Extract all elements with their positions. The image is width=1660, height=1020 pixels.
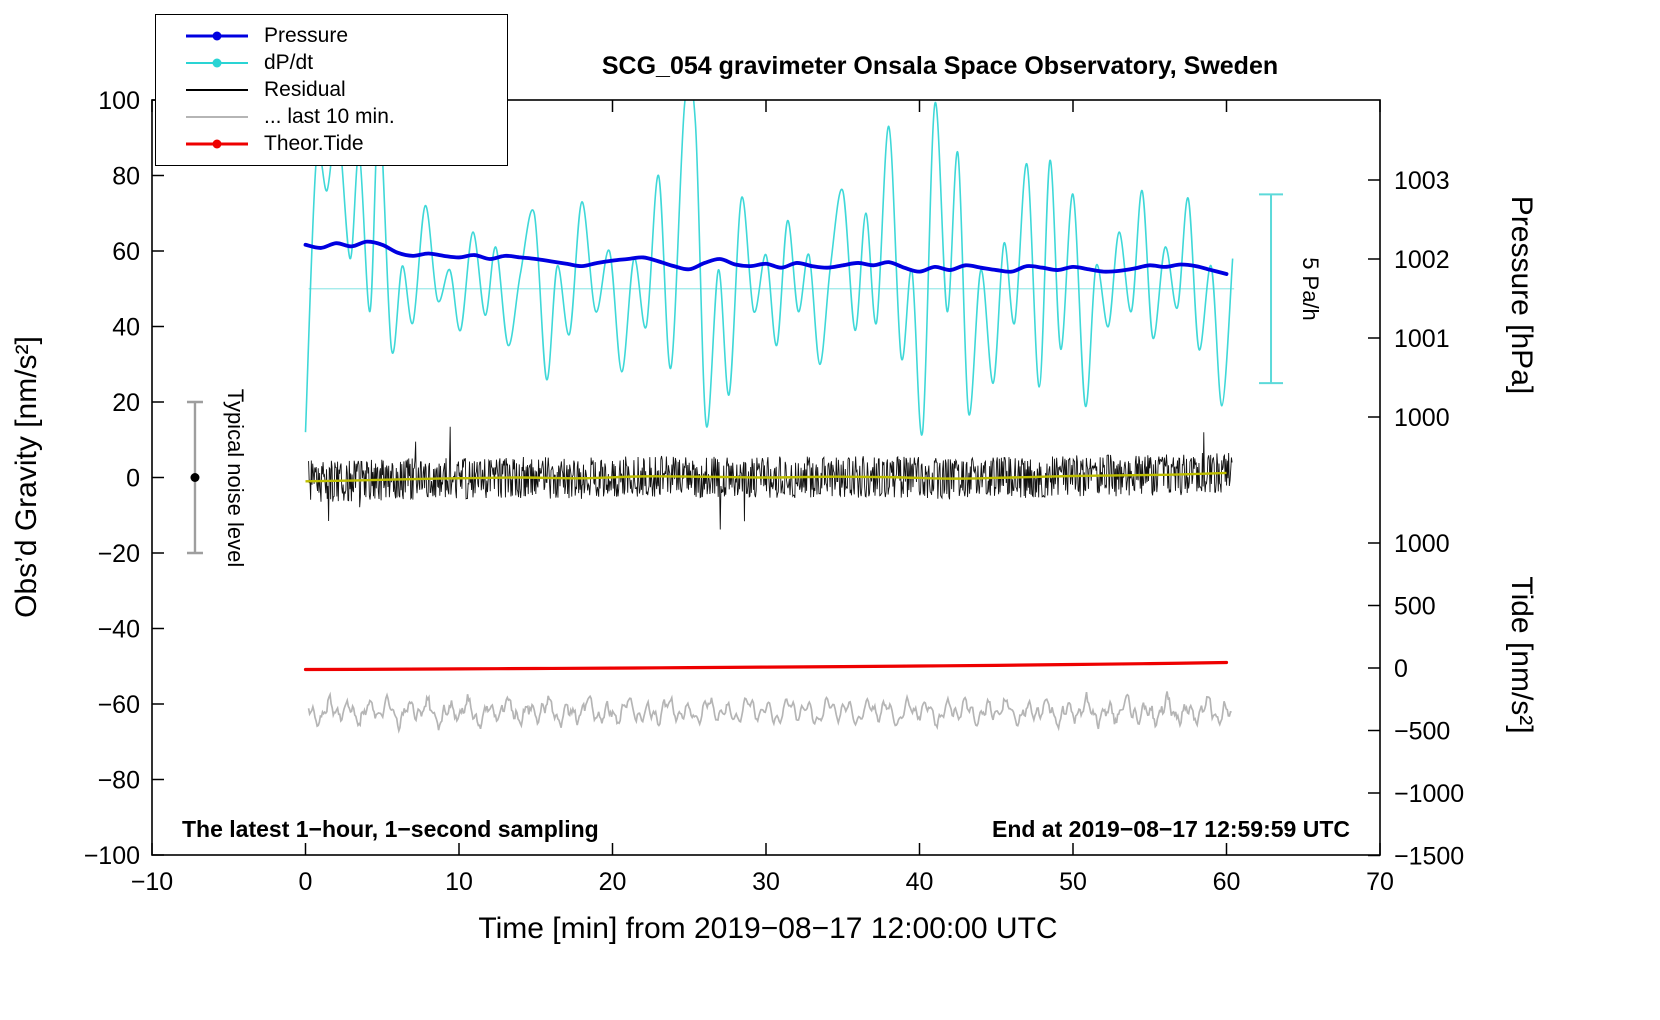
axis-tick-labels: −10 0 10 20 30 40 50 60 70−100−80−60−40−20020406…: [84, 87, 1465, 896]
legend-label: Residual: [264, 77, 346, 101]
legend-item-last10min: ... last 10 min.: [156, 103, 507, 130]
x-tick-label: 60: [1213, 868, 1241, 896]
y-left-tick-label: 100: [98, 87, 140, 115]
residual-line: [308, 426, 1233, 530]
dpdt-line: [304, 100, 1234, 436]
x-tick-label: 10: [445, 868, 473, 896]
tide-tick-label: −1000: [1394, 780, 1464, 808]
x-tick-label: 30: [752, 868, 780, 896]
x-axis-title: Time [min] from 2019−08−17 12:00:00 UTC: [478, 912, 1058, 945]
theor-tide-line: [303, 660, 1229, 672]
y-left-tick-label: 20: [112, 389, 140, 417]
x-tick-label: 0: [299, 868, 313, 896]
y-left-tick-label: −20: [98, 540, 140, 568]
tide-tick-label: 500: [1394, 593, 1436, 621]
pressure-tick-label: 1003: [1394, 167, 1450, 195]
pressure-line: [303, 239, 1229, 276]
y-left-axis-title: Obs’d Gravity [nm/s²]: [10, 336, 43, 618]
y-left-tick-label: 40: [112, 314, 140, 342]
noise-level-center-dot: [190, 473, 200, 482]
last-10-min-line: [307, 691, 1232, 734]
y-left-tick-label: 80: [112, 163, 140, 191]
end-time-note: End at 2019−08−17 12:59:59 UTC: [992, 816, 1350, 842]
tide-tick-label: −1500: [1394, 843, 1464, 871]
legend-label: ... last 10 min.: [264, 104, 395, 128]
legend-label: Theor.Tide: [264, 131, 364, 155]
tide-tick-label: −500: [1394, 718, 1450, 746]
tide-tick-label: 1000: [1394, 530, 1450, 558]
y-left-tick-label: −100: [84, 842, 140, 870]
theortide-line-sample-icon: [186, 137, 248, 151]
legend-label: Pressure: [264, 23, 349, 47]
pressure-tick-label: 1001: [1394, 325, 1450, 353]
dpdt-line-sample-icon: [186, 56, 248, 70]
x-tick-label: 70: [1366, 868, 1394, 896]
y-left-tick-label: −60: [98, 691, 140, 719]
x-tick-label: 20: [599, 868, 627, 896]
noise-level-annotation: Typical noise level: [223, 389, 248, 568]
pressure-tick-label: 1002: [1394, 246, 1450, 274]
legend-label: dP/dt: [264, 50, 314, 74]
legend: Pressure dP/dt Residual ... last 10 min.…: [155, 14, 508, 166]
sampling-note: The latest 1−hour, 1−second sampling: [182, 816, 599, 842]
plot-series: [303, 100, 1235, 734]
y-left-tick-label: 0: [126, 465, 140, 493]
chart-title: SCG_054 gravimeter Onsala Space Observat…: [601, 52, 1279, 80]
y-right-tide-axis-title: Tide [nm/s²]: [1505, 576, 1538, 733]
legend-item-theortide: Theor.Tide: [156, 130, 507, 157]
residual-smoothed-line: [305, 471, 1227, 483]
last10min-line-sample-icon: [186, 110, 248, 124]
pressure-tick-label: 1000: [1394, 404, 1450, 432]
tide-tick-label: 0: [1394, 655, 1408, 683]
x-tick-label: 40: [906, 868, 934, 896]
residual-line-sample-icon: [186, 83, 248, 97]
legend-item-residual: Residual: [156, 76, 507, 103]
y-left-tick-label: −40: [98, 616, 140, 644]
x-tick-label: 50: [1059, 868, 1087, 896]
x-tick-label: −10: [131, 868, 173, 896]
pressure-line-sample-icon: [186, 29, 248, 43]
y-right-pressure-axis-title: Pressure [hPa]: [1505, 196, 1538, 394]
pressure-scale-annotation: 5 Pa/h: [1298, 257, 1323, 321]
y-left-tick-label: 60: [112, 238, 140, 266]
y-left-tick-label: −80: [98, 767, 140, 795]
legend-item-pressure: Pressure: [156, 22, 507, 49]
legend-item-dpdt: dP/dt: [156, 49, 507, 76]
plot-overlays: [186, 193, 1284, 555]
